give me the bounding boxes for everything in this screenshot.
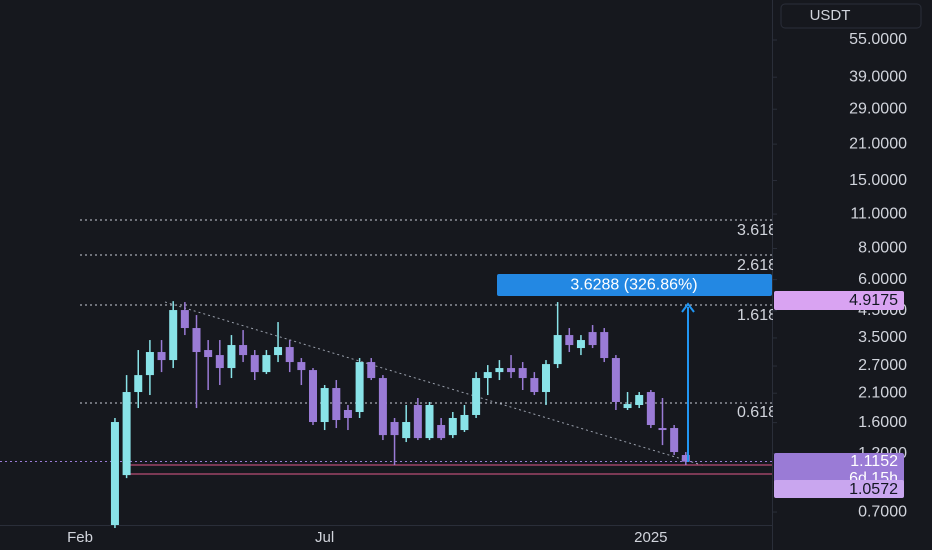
fib-label: 0.618 — [737, 404, 777, 421]
y-tick-label: 55.0000 — [849, 31, 907, 48]
y-tick-label: 15.0000 — [849, 172, 907, 189]
measure-tool: 3.6288 (326.86%) — [497, 274, 772, 462]
y-tick-label: 1.6000 — [858, 414, 907, 431]
currency-button[interactable]: USDT — [780, 3, 922, 29]
candle-body — [343, 410, 352, 418]
price-labels: 4.9175 1.1152 6d 15h 1.0572 — [774, 291, 904, 498]
candle-body — [262, 355, 271, 373]
candle-body — [145, 352, 154, 376]
candle-body — [483, 372, 492, 379]
candle-body — [588, 332, 597, 346]
candle-body — [192, 328, 201, 353]
candle-body — [274, 347, 283, 356]
x-axis: Feb Jul 2025 — [67, 529, 667, 546]
candle-body — [623, 404, 632, 409]
candle-body — [600, 332, 609, 359]
candle-body — [355, 362, 364, 413]
candle-body — [215, 355, 224, 369]
last-price-label: 1.1152 — [850, 453, 898, 470]
y-tick-label: 2.7000 — [858, 357, 907, 374]
candle-body — [367, 362, 376, 379]
trend-line — [164, 301, 706, 467]
candles — [110, 301, 690, 529]
candle-body — [297, 362, 306, 371]
candle-body — [646, 392, 655, 426]
low-price-label: 1.0572 — [849, 481, 898, 498]
x-tick-label: 2025 — [634, 529, 667, 546]
candle-body — [460, 414, 469, 431]
y-tick-label: 11.0000 — [850, 205, 907, 222]
candle-body — [553, 335, 562, 365]
last-price-box — [774, 453, 904, 488]
candle-body — [472, 378, 481, 415]
candle-body — [204, 350, 213, 358]
measure-label: 3.6288 (326.86%) — [570, 277, 697, 294]
measure-box — [497, 274, 772, 296]
y-tick-label: 0.7000 — [858, 503, 907, 520]
fib-label: 2.618 — [737, 257, 777, 274]
candle-body — [576, 340, 585, 349]
candle-body — [239, 345, 248, 356]
y-tick-label: 39.0000 — [849, 68, 907, 85]
candle-body — [530, 378, 539, 393]
candle-body — [635, 395, 644, 406]
high-price-label: 4.9175 — [849, 292, 898, 309]
candle-body — [390, 422, 399, 436]
candle-body — [227, 345, 236, 369]
candle-body — [448, 417, 457, 436]
candle-body — [122, 392, 131, 476]
candle-body — [250, 355, 259, 373]
candle-body — [134, 375, 143, 393]
currency-label[interactable]: USDT — [810, 7, 851, 24]
x-tick-label: Jul — [315, 529, 334, 546]
y-tick-label: 8.0000 — [858, 240, 907, 257]
candle-body — [518, 368, 527, 379]
candle-body — [169, 310, 178, 361]
annotations — [0, 219, 772, 475]
candle-body — [542, 364, 550, 393]
y-tick-label: 21.0000 — [849, 135, 907, 152]
candle-body — [437, 425, 446, 439]
candle-body — [378, 378, 387, 436]
candle-body — [110, 422, 119, 525]
candle-body — [495, 368, 504, 373]
candle-body — [565, 335, 574, 346]
currency-button-box[interactable] — [780, 3, 922, 29]
candle-body — [332, 388, 341, 421]
fib-label: 3.618 — [737, 222, 777, 239]
candle-body — [157, 352, 166, 361]
y-tick-label: 3.5000 — [858, 329, 907, 346]
candle-body — [320, 388, 329, 423]
low-price-box — [774, 480, 904, 498]
y-tick-label: 6.0000 — [858, 271, 907, 288]
y-tick-label: 29.0000 — [849, 100, 907, 117]
candle-body — [611, 358, 620, 403]
candle-body — [402, 422, 411, 439]
candle-body — [180, 310, 189, 329]
candle-body — [309, 370, 317, 423]
candle-body — [681, 455, 690, 462]
candle-body — [670, 428, 679, 453]
price-axis — [773, 0, 932, 525]
candle-body — [413, 405, 422, 439]
candle-body — [285, 347, 294, 363]
high-price-box — [774, 291, 904, 310]
measure-arrow — [681, 302, 695, 313]
x-tick-label: Feb — [67, 529, 93, 546]
fib-label: 1.618 — [737, 307, 777, 324]
candle-body — [507, 368, 516, 373]
candle-body — [425, 405, 434, 439]
y-tick-label: 2.1000 — [858, 384, 907, 401]
candle-body — [658, 428, 667, 431]
